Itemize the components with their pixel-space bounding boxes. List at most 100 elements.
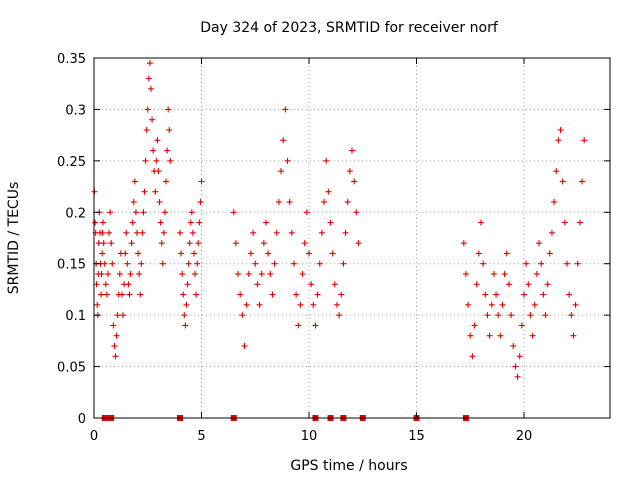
data-point — [137, 291, 144, 298]
data-point — [126, 291, 133, 298]
data-point — [100, 219, 107, 226]
data-point — [465, 301, 472, 308]
data-point — [267, 271, 274, 277]
data-point — [353, 209, 360, 216]
data-point — [140, 209, 147, 216]
data-point — [265, 250, 272, 257]
data-point — [258, 271, 265, 277]
data-point — [566, 291, 573, 298]
data-point — [529, 332, 536, 339]
data-point — [316, 260, 323, 267]
data-point — [135, 250, 142, 257]
data-point — [518, 322, 525, 329]
data-point — [336, 312, 343, 319]
data-point — [139, 229, 146, 236]
data-point — [145, 75, 152, 82]
data-point — [237, 291, 244, 298]
data-point — [93, 281, 100, 288]
data-point — [269, 291, 276, 298]
data-point — [194, 260, 201, 267]
data-point — [521, 291, 527, 298]
data-point — [128, 240, 135, 247]
data-point — [120, 312, 127, 319]
data-point — [188, 209, 195, 216]
data-point — [460, 240, 467, 247]
data-point — [490, 271, 497, 277]
data-point — [196, 219, 203, 226]
data-point — [146, 60, 153, 67]
y-tick-label: 0.15 — [57, 258, 86, 273]
data-point — [158, 240, 165, 247]
data-point — [538, 260, 545, 267]
data-point — [187, 219, 194, 226]
data-point — [559, 178, 566, 185]
data-point — [260, 240, 267, 247]
data-point — [99, 229, 106, 236]
data-point — [486, 332, 493, 339]
data-point — [572, 301, 579, 308]
y-tick-label: 0.2 — [65, 206, 86, 221]
data-point — [561, 219, 568, 226]
data-point — [299, 271, 306, 277]
data-point — [579, 178, 586, 185]
data-point — [106, 229, 113, 236]
data-point — [327, 219, 334, 226]
data-point — [155, 168, 162, 175]
grid-layer — [94, 58, 610, 418]
data-point — [161, 209, 168, 216]
data-point — [112, 353, 119, 360]
data-point — [495, 312, 502, 319]
data-point — [325, 188, 332, 195]
y-tick-label: 0.35 — [57, 52, 86, 67]
data-point — [542, 312, 549, 319]
data-point — [144, 106, 151, 113]
data-point — [152, 188, 159, 195]
data-point — [288, 229, 295, 236]
data-point — [154, 137, 161, 144]
data-point — [185, 260, 192, 267]
data-point — [314, 291, 321, 298]
data-point — [197, 199, 204, 205]
data-point — [329, 250, 336, 257]
data-point — [557, 127, 564, 133]
y-tick-label: 0 — [78, 412, 86, 427]
data-point — [284, 157, 291, 164]
data-point — [189, 229, 196, 236]
data-point — [514, 373, 521, 380]
data-point — [355, 240, 362, 247]
data-point — [239, 312, 246, 319]
data-point — [536, 240, 543, 247]
data-point — [555, 137, 562, 144]
data-point — [275, 199, 282, 205]
data-point — [271, 260, 278, 267]
data-point — [469, 353, 476, 360]
data-point — [254, 281, 261, 288]
data-point — [101, 260, 108, 267]
data-point — [98, 271, 105, 277]
data-point — [576, 219, 583, 226]
data-point — [198, 178, 205, 185]
data-point — [122, 250, 129, 257]
data-point — [312, 322, 319, 329]
points-layer — [91, 60, 588, 421]
data-point — [286, 199, 293, 205]
data-point — [190, 250, 197, 257]
data-point — [165, 106, 172, 113]
data-point — [525, 281, 532, 288]
data-point — [243, 301, 250, 308]
data-point — [157, 219, 164, 226]
data-point — [141, 188, 148, 195]
data-point — [167, 157, 174, 164]
data-point — [143, 127, 150, 133]
data-point — [99, 250, 106, 257]
data-point — [102, 281, 109, 288]
y-tick-label: 0.25 — [57, 155, 86, 170]
data-point — [568, 312, 575, 319]
x-tick-label: 15 — [408, 429, 425, 444]
data-point — [250, 229, 257, 236]
x-tick-label: 20 — [516, 429, 533, 444]
data-point — [129, 219, 136, 226]
x-tick-label: 5 — [197, 429, 205, 444]
data-point — [523, 260, 530, 267]
